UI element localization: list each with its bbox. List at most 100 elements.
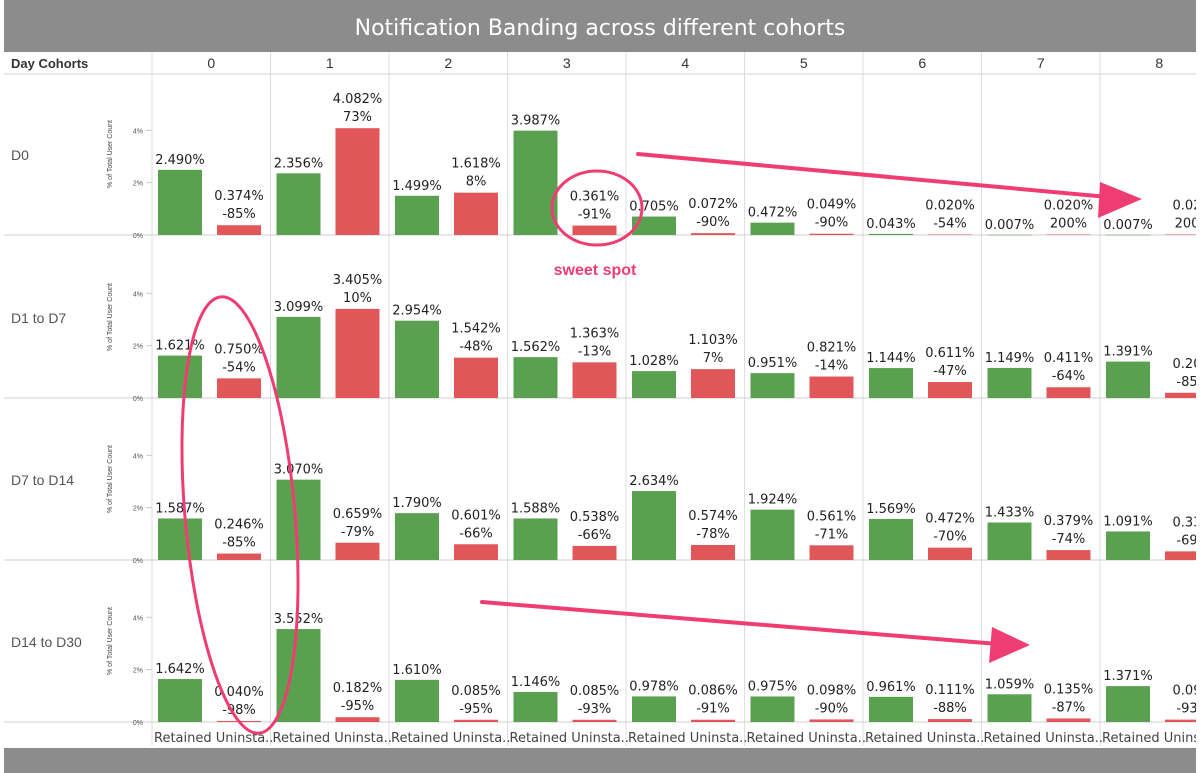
retained-bar bbox=[395, 320, 439, 398]
uninstalled-value-label: 0.020% bbox=[925, 198, 975, 213]
change-label: -85% bbox=[222, 536, 256, 551]
uninstalled-bar bbox=[454, 192, 498, 235]
uninstalled-value-label: 0.09 bbox=[1173, 684, 1200, 699]
day-column-label: 2 bbox=[444, 55, 452, 71]
x-category-label: Retained Uninsta.. bbox=[865, 731, 984, 746]
uninstalled-value-label: 0.135% bbox=[1044, 682, 1094, 697]
change-label: -66% bbox=[578, 528, 612, 543]
retained-value-label: 1.621% bbox=[155, 339, 205, 354]
day-column-label: 5 bbox=[800, 55, 808, 71]
y-axis-title: % of Total User Count bbox=[107, 120, 114, 188]
scrollbar-track[interactable] bbox=[4, 748, 1196, 773]
retained-value-label: 0.007% bbox=[985, 218, 1035, 233]
x-category-label: Retained Uninsta.. bbox=[747, 731, 866, 746]
uninstalled-bar bbox=[1046, 234, 1091, 235]
change-label: -88% bbox=[933, 701, 967, 716]
day-column-label: 8 bbox=[1155, 55, 1163, 71]
retained-value-label: 1.149% bbox=[985, 351, 1035, 366]
uninstalled-value-label: 1.363% bbox=[570, 326, 620, 341]
change-label: -78% bbox=[696, 527, 730, 542]
retained-value-label: 0.961% bbox=[866, 680, 916, 695]
uninstalled-value-label: 0.611% bbox=[925, 346, 975, 361]
change-label: -54% bbox=[933, 216, 967, 231]
uninstalled-value-label: 0.040% bbox=[214, 685, 264, 700]
uninstalled-value-label: 0.472% bbox=[925, 512, 975, 527]
uninstalled-value-label: 0.111% bbox=[925, 683, 975, 698]
uninstalled-value-label: 0.085% bbox=[570, 684, 620, 699]
retained-bar bbox=[987, 694, 1032, 722]
uninstalled-value-label: 0.02 bbox=[1173, 198, 1200, 213]
change-label: -64% bbox=[1052, 369, 1086, 384]
uninstalled-value-label: 0.821% bbox=[807, 341, 857, 356]
uninstalled-value-label: 0.379% bbox=[1044, 514, 1094, 529]
change-label: -90% bbox=[696, 215, 730, 230]
uninstalled-value-label: 0.33 bbox=[1173, 515, 1200, 530]
change-label: -90% bbox=[815, 701, 849, 716]
retained-value-label: 1.642% bbox=[155, 662, 205, 677]
uninstalled-bar bbox=[454, 357, 498, 398]
uninstalled-bar bbox=[1046, 550, 1091, 560]
retained-bar bbox=[632, 696, 676, 722]
retained-bar bbox=[158, 518, 202, 560]
chart-title: Notification Banding across different co… bbox=[354, 16, 846, 41]
retained-value-label: 1.587% bbox=[155, 501, 205, 516]
uninstalled-value-label: 0.098% bbox=[807, 683, 857, 698]
retained-bar bbox=[513, 692, 558, 722]
change-label: -74% bbox=[1052, 532, 1086, 547]
retained-value-label: 1.610% bbox=[392, 663, 442, 678]
uninstalled-value-label: 0.072% bbox=[688, 197, 738, 212]
uninstalled-bar bbox=[1046, 718, 1091, 722]
retained-bar bbox=[750, 373, 795, 398]
day-column-label: 7 bbox=[1037, 55, 1045, 71]
change-label: -91% bbox=[696, 702, 730, 717]
x-category-label: Retained Uninsta.. bbox=[1102, 731, 1200, 746]
change-label: -85 bbox=[1176, 375, 1197, 390]
y-axis-title: % of Total User Count bbox=[107, 283, 114, 351]
x-category-label: Retained Uninsta.. bbox=[273, 731, 392, 746]
x-category-label: Retained Uninsta.. bbox=[391, 731, 510, 746]
uninstalled-bar bbox=[335, 542, 380, 560]
change-label: -85% bbox=[222, 207, 256, 222]
retained-value-label: 2.490% bbox=[155, 153, 205, 168]
retained-bar bbox=[750, 696, 795, 722]
row-label: D0 bbox=[11, 147, 29, 163]
uninstalled-value-label: 0.246% bbox=[214, 518, 264, 533]
retained-bar bbox=[987, 234, 1032, 236]
uninstalled-bar bbox=[691, 719, 735, 722]
uninstalled-bar bbox=[572, 362, 617, 398]
retained-bar bbox=[276, 629, 321, 722]
retained-value-label: 1.569% bbox=[866, 502, 916, 517]
uninstalled-bar bbox=[1165, 551, 1200, 560]
retained-value-label: 0.472% bbox=[748, 206, 798, 221]
trend-arrow-shaft bbox=[480, 600, 1000, 646]
change-label: 7% bbox=[703, 351, 724, 366]
retained-value-label: 1.028% bbox=[629, 354, 679, 369]
retained-value-label: 0.978% bbox=[629, 679, 679, 694]
retained-value-label: 0.007% bbox=[1103, 218, 1153, 233]
y-tick-label: 0% bbox=[133, 396, 143, 403]
uninstalled-bar bbox=[809, 233, 854, 235]
change-label: 200% bbox=[1050, 216, 1087, 231]
row-label: D14 to D30 bbox=[11, 634, 82, 650]
uninstalled-value-label: 1.103% bbox=[688, 333, 738, 348]
retained-value-label: 1.433% bbox=[985, 505, 1035, 520]
uninstalled-value-label: 0.601% bbox=[451, 508, 501, 523]
change-label: -69 bbox=[1176, 533, 1197, 548]
uninstalled-bar bbox=[335, 308, 380, 398]
title-bar: Notification Banding across different co… bbox=[4, 0, 1196, 52]
uninstalled-value-label: 0.574% bbox=[688, 509, 738, 524]
uninstalled-bar bbox=[691, 369, 735, 398]
change-label: 73% bbox=[343, 110, 372, 125]
uninstalled-bar bbox=[928, 382, 972, 398]
retained-value-label: 3.099% bbox=[274, 300, 324, 315]
change-label: -93 bbox=[1176, 702, 1197, 717]
uninstalled-bar bbox=[1046, 387, 1091, 398]
change-label: -95% bbox=[459, 702, 493, 717]
day-column-label: 1 bbox=[326, 55, 334, 71]
uninstalled-bar bbox=[1165, 234, 1200, 235]
retained-value-label: 0.043% bbox=[866, 217, 916, 232]
retained-bar bbox=[395, 195, 439, 235]
retained-value-label: 3.070% bbox=[274, 463, 324, 478]
change-label: 10% bbox=[343, 291, 372, 306]
uninstalled-bar bbox=[809, 545, 854, 560]
